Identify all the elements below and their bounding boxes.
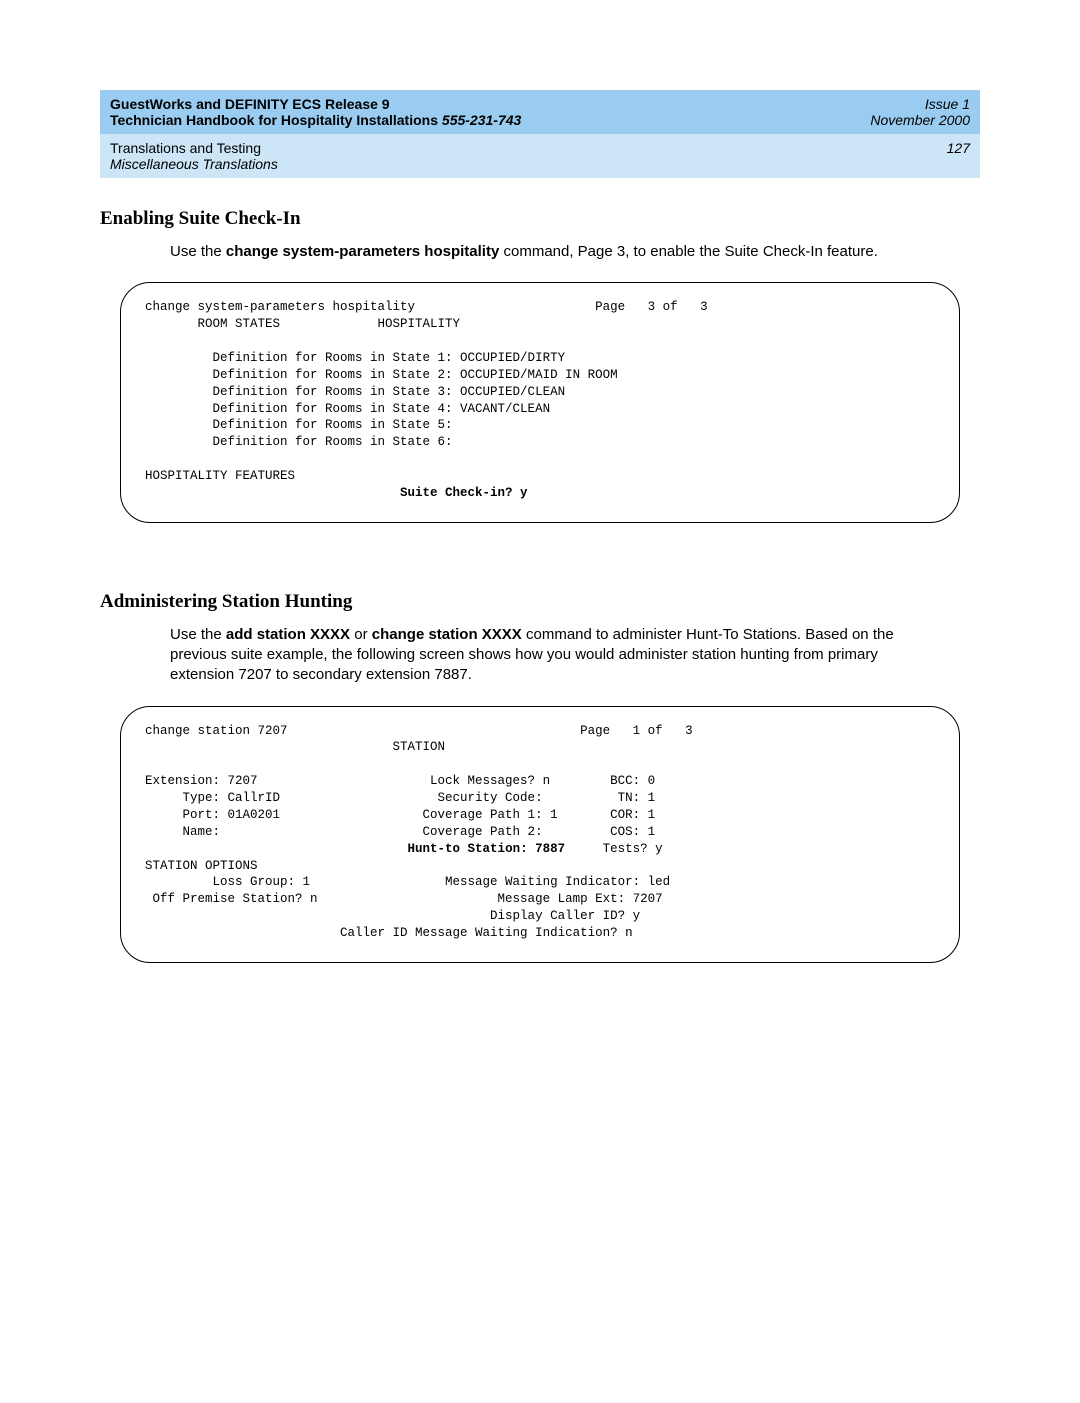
t2-line7a [145,842,408,856]
t2-line8: STATION OPTIONS [145,859,258,873]
section1-command: change system-parameters hospitality [226,243,499,260]
subheader-bar: Translations and Testing Miscellaneous T… [100,134,980,178]
section2-title: Administering Station Hunting [100,591,980,613]
header-left: GuestWorks and DEFINITY ECS Release 9 Te… [110,96,521,128]
t2-line4: Type: CallrID Security Code: TN: 1 [145,791,655,805]
t1-line3: Definition for Rooms in State 1: OCCUPIE… [145,351,565,365]
t2-line1: change station 7207 Page 1 of 3 [145,724,693,738]
section-path: Miscellaneous Translations [110,156,278,172]
date-label: November 2000 [870,112,970,128]
page-container: GuestWorks and DEFINITY ECS Release 9 Te… [0,0,1080,1403]
t1-line2: ROOM STATES HOSPITALITY [145,317,460,331]
header-bar: GuestWorks and DEFINITY ECS Release 9 Te… [100,90,980,134]
page-number: 127 [947,140,970,172]
t2-line12: Caller ID Message Waiting Indication? n [145,926,633,940]
section2-text-a: Use the [170,626,226,643]
section1-text-a: Use the [170,243,226,260]
t2-line7c: Tests? y [565,842,663,856]
t2-line3: Extension: 7207 Lock Messages? n BCC: 0 [145,774,655,788]
section2-paragraph: Use the add station XXXX or change stati… [170,625,940,686]
section-gap [100,563,980,591]
chapter-title: Translations and Testing [110,140,278,156]
section2-command2: change station XXXX [372,626,522,643]
t1-line9: HOSPITALITY FEATURES [145,469,295,483]
doc-subtitle-text: Technician Handbook for Hospitality Inst… [110,112,442,128]
t2-line11: Display Caller ID? y [145,909,640,923]
t1-line10: Suite Check-in? y [145,486,528,500]
section1-text-b: command, Page 3, to enable the Suite Che… [499,243,878,260]
t1-line6: Definition for Rooms in State 4: VACANT/… [145,402,550,416]
doc-subtitle: Technician Handbook for Hospitality Inst… [110,112,521,128]
t2-line6: Name: Coverage Path 2: COS: 1 [145,825,655,839]
doc-number: 555-231-743 [442,112,521,128]
section1-paragraph: Use the change system-parameters hospita… [170,242,940,262]
t2-line10: Off Premise Station? n Message Lamp Ext:… [145,892,663,906]
subheader-left: Translations and Testing Miscellaneous T… [110,140,278,172]
t1-line7: Definition for Rooms in State 5: [145,418,453,432]
t2-line9: Loss Group: 1 Message Waiting Indicator:… [145,875,670,889]
t1-line5: Definition for Rooms in State 3: OCCUPIE… [145,385,565,399]
doc-title: GuestWorks and DEFINITY ECS Release 9 [110,96,521,112]
t2-line5: Port: 01A0201 Coverage Path 1: 1 COR: 1 [145,808,655,822]
section1-title: Enabling Suite Check-In [100,208,980,230]
t2-line2: STATION [145,740,445,754]
issue-label: Issue 1 [870,96,970,112]
t1-line4: Definition for Rooms in State 2: OCCUPIE… [145,368,618,382]
t2-line7b: Hunt-to Station: 7887 [408,842,566,856]
section2-text-mid: or [350,626,372,643]
terminal-screen-2: change station 7207 Page 1 of 3 STATION … [120,706,960,963]
terminal-screen-1: change system-parameters hospitality Pag… [120,282,960,523]
section2-command1: add station XXXX [226,626,350,643]
t1-line8: Definition for Rooms in State 6: [145,435,453,449]
t1-line1: change system-parameters hospitality Pag… [145,300,708,314]
header-right: Issue 1 November 2000 [870,96,970,128]
content-area: Enabling Suite Check-In Use the change s… [100,178,980,963]
